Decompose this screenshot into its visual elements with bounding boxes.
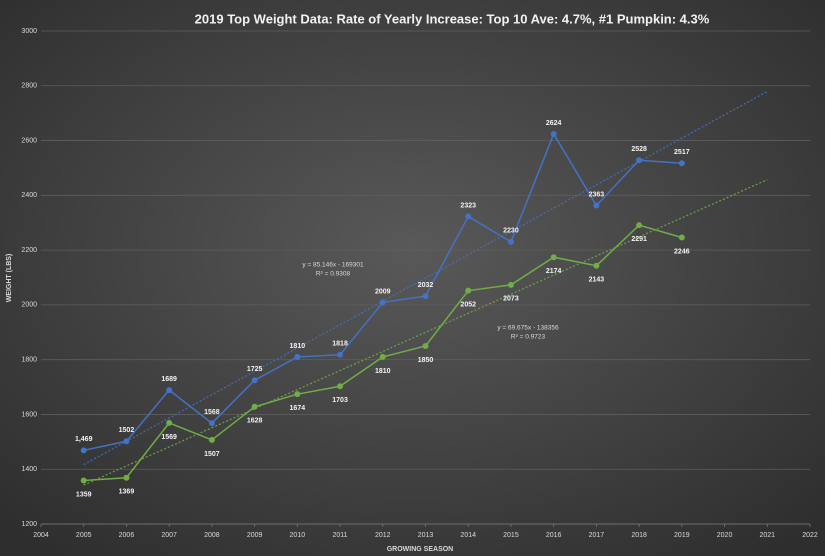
data-point [337, 351, 344, 358]
data-label: 1818 [332, 341, 348, 348]
data-point [208, 436, 215, 443]
data-label: 1810 [290, 343, 306, 350]
y-tick-label: 1200 [21, 521, 37, 528]
y-tick-label: 1400 [21, 466, 37, 473]
data-point [593, 262, 600, 269]
x-tick-label: 2021 [759, 532, 775, 539]
x-tick-label: 2016 [546, 532, 562, 539]
data-label: 2363 [589, 191, 605, 198]
data-label: 1502 [119, 427, 135, 434]
data-label: 1725 [247, 366, 263, 373]
trendline [83, 90, 768, 466]
x-tick-label: 2014 [460, 532, 476, 539]
data-point [80, 477, 87, 484]
x-tick-label: 2022 [802, 532, 818, 539]
x-tick-label: 2011 [333, 532, 348, 539]
data-label: 1507 [204, 451, 220, 458]
data-point [166, 419, 173, 426]
x-tick-label: 2019 [674, 532, 690, 539]
trend-equation: y = 69.675x - 138356 [497, 325, 559, 332]
data-label: 1810 [375, 368, 391, 375]
data-point [465, 287, 472, 294]
data-label: 1689 [161, 376, 177, 383]
y-tick-label: 1600 [21, 411, 37, 418]
data-point [465, 213, 472, 220]
data-point [678, 160, 685, 167]
data-label: 2009 [375, 288, 391, 295]
trend-equation: y = 85.146x - 169301 [302, 262, 364, 269]
x-tick-label: 2007 [161, 532, 177, 539]
data-label: 1674 [290, 405, 306, 412]
data-label: 1369 [119, 489, 135, 496]
x-tick-label: 2020 [717, 532, 733, 539]
data-label: 1569 [161, 434, 177, 441]
data-label: 1359 [76, 491, 92, 498]
x-tick-label: 2013 [418, 532, 434, 539]
data-point [507, 238, 514, 245]
data-label: 1568 [204, 409, 220, 416]
data-point [422, 342, 429, 349]
y-tick-label: 1800 [21, 357, 37, 364]
data-label: 2291 [631, 236, 647, 243]
y-tick-label: 2200 [21, 247, 37, 254]
data-point [337, 383, 344, 390]
data-point [379, 299, 386, 306]
data-point [80, 447, 87, 454]
trend-r-squared: R² = 0.9723 [511, 334, 546, 341]
x-tick-label: 2006 [119, 532, 135, 539]
data-label: 2174 [546, 268, 562, 275]
data-point [507, 281, 514, 288]
data-label: 1628 [247, 418, 263, 425]
data-point [294, 391, 301, 398]
data-point [636, 157, 643, 164]
x-tick-label: 2005 [76, 532, 92, 539]
data-point [422, 293, 429, 300]
data-point [593, 202, 600, 209]
data-label: 2517 [674, 149, 690, 156]
x-tick-label: 2012 [375, 532, 391, 539]
data-label: 2624 [546, 120, 562, 127]
x-tick-label: 2015 [503, 532, 519, 539]
data-label: 2323 [460, 202, 476, 209]
trend-r-squared: R² = 0.9308 [316, 271, 351, 278]
data-point [208, 420, 215, 427]
data-label: 2246 [674, 248, 690, 255]
data-label: 2032 [418, 282, 434, 289]
y-tick-label: 2000 [21, 302, 37, 309]
y-tick-label: 3000 [21, 28, 37, 35]
data-point [123, 474, 130, 481]
data-label: 2052 [460, 301, 476, 308]
data-label: 2528 [631, 146, 647, 153]
x-tick-label: 2008 [204, 532, 220, 539]
data-label: 2230 [503, 228, 519, 235]
y-tick-label: 2800 [21, 83, 37, 90]
x-tick-label: 2004 [33, 532, 49, 539]
data-point [678, 234, 685, 241]
data-label: 2143 [589, 277, 605, 284]
chart-title: 2019 Top Weight Data: Rate of Yearly Inc… [195, 11, 710, 26]
x-axis-label: GROWING SEASON [387, 546, 454, 553]
data-point [166, 387, 173, 394]
data-point [379, 353, 386, 360]
data-point [550, 130, 557, 137]
data-point [294, 353, 301, 360]
data-point [123, 438, 130, 445]
data-label: 1,469 [75, 436, 93, 443]
data-point [636, 222, 643, 229]
data-label: 1703 [332, 397, 348, 404]
data-label: 1850 [418, 357, 434, 364]
data-point [251, 377, 258, 384]
y-tick-label: 2400 [21, 192, 37, 199]
x-tick-label: 2009 [247, 532, 263, 539]
y-tick-label: 2600 [21, 137, 37, 144]
data-point [550, 254, 557, 261]
data-label: 2073 [503, 296, 519, 303]
y-axis-label: WEIGHT (LBS) [6, 254, 13, 303]
x-tick-label: 2017 [589, 532, 605, 539]
data-point [251, 403, 258, 410]
x-tick-label: 2010 [290, 532, 306, 539]
x-tick-label: 2018 [631, 532, 647, 539]
